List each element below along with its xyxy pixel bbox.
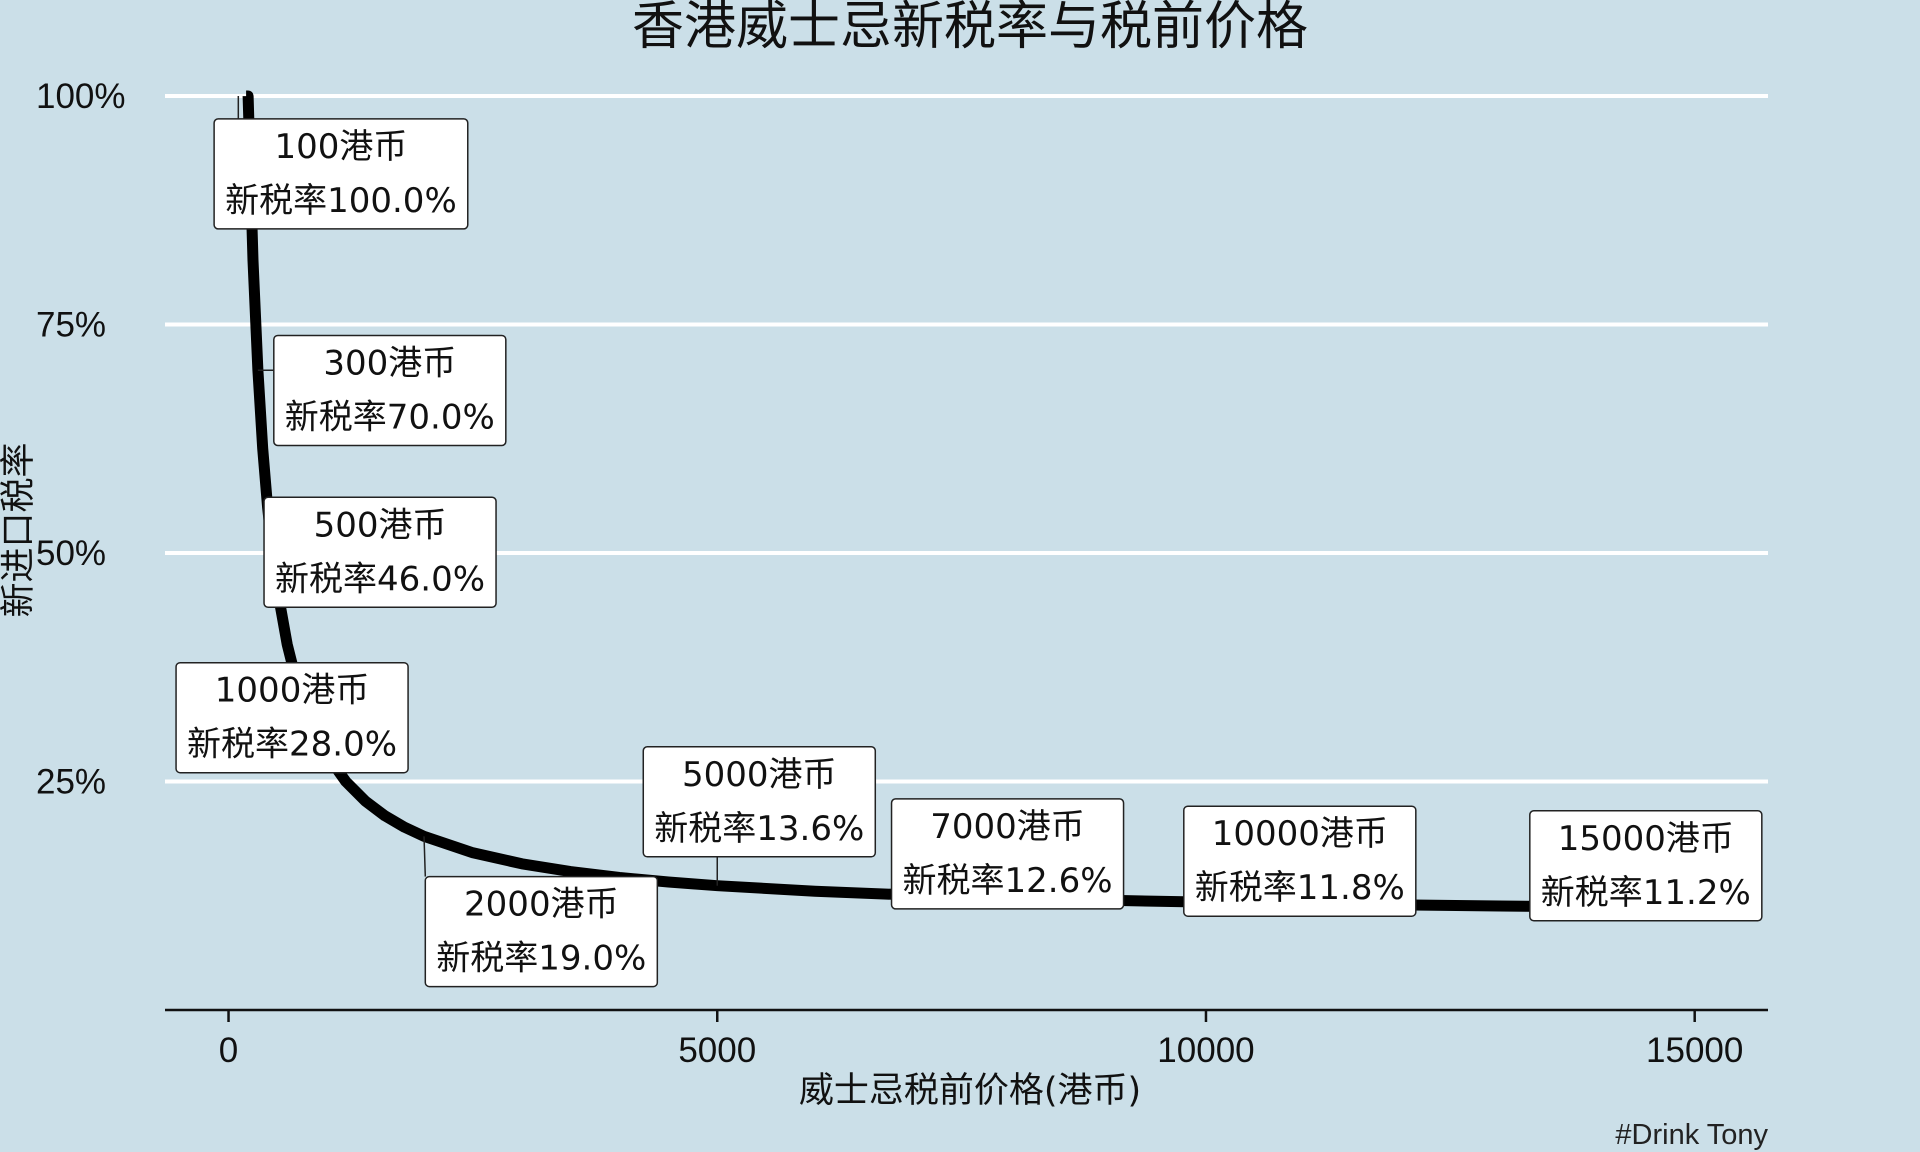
annotation-box <box>1183 805 1417 917</box>
annotation-price: 1000港币 <box>215 671 370 711</box>
annotation-box <box>1529 810 1763 922</box>
annotation-price: 5000港币 <box>682 755 837 795</box>
x-tick-label: 5000 <box>678 1031 756 1070</box>
annotation-rate: 新税率70.0% <box>285 397 495 437</box>
annotation-box <box>890 798 1125 910</box>
annotation-leaders <box>237 96 719 886</box>
annotation-box <box>263 496 497 609</box>
annotation-rate: 新税率11.2% <box>1541 873 1751 913</box>
annotation-box <box>175 661 409 774</box>
annotation-price: 300港币 <box>323 343 456 383</box>
annotation-rate: 新税率19.0% <box>436 939 646 979</box>
annotation-price: 500港币 <box>314 505 447 545</box>
x-tick-label: 0 <box>219 1031 238 1070</box>
y-axis-label: 新进口税率 <box>0 442 39 617</box>
annotation-box <box>213 118 469 230</box>
x-tick-label: 15000 <box>1646 1031 1743 1070</box>
annotation-rate: 新税率100.0% <box>225 181 457 221</box>
annotation-price: 7000港币 <box>930 807 1085 847</box>
annotation-box <box>273 334 507 447</box>
annotation-leader <box>423 836 427 877</box>
x-tick-label: 10000 <box>1157 1031 1254 1070</box>
annotation-rate: 新税率12.6% <box>903 861 1113 901</box>
annotation-price: 100港币 <box>274 127 407 167</box>
annotation-box <box>642 746 877 858</box>
annotation-box <box>424 875 659 988</box>
annotation-rate: 新税率46.0% <box>275 559 485 599</box>
y-tick-label: 25% <box>36 763 106 802</box>
y-tick-labels: 25% 50% 75% 100% <box>36 77 126 802</box>
annotation-price: 10000港币 <box>1212 814 1388 854</box>
annotation-rate: 新税率11.8% <box>1195 868 1405 908</box>
annotation-price: 15000港币 <box>1558 819 1734 859</box>
y-tick-label: 50% <box>36 534 106 573</box>
y-tick-label: 100% <box>36 77 126 116</box>
annotation-rate: 新税率28.0% <box>187 725 397 765</box>
caption: #Drink Tony <box>1615 1119 1768 1151</box>
y-tick-label: 75% <box>36 306 106 345</box>
chart-title: 香港威士忌新税率与税前价格 <box>632 0 1308 57</box>
annotation-rate: 新税率13.6% <box>654 809 864 849</box>
x-axis-label: 威士忌税前价格(港币) <box>799 1071 1141 1111</box>
annotation-price: 2000港币 <box>464 885 619 925</box>
x-axis: 0 5000 10000 15000 <box>165 1008 1768 1070</box>
